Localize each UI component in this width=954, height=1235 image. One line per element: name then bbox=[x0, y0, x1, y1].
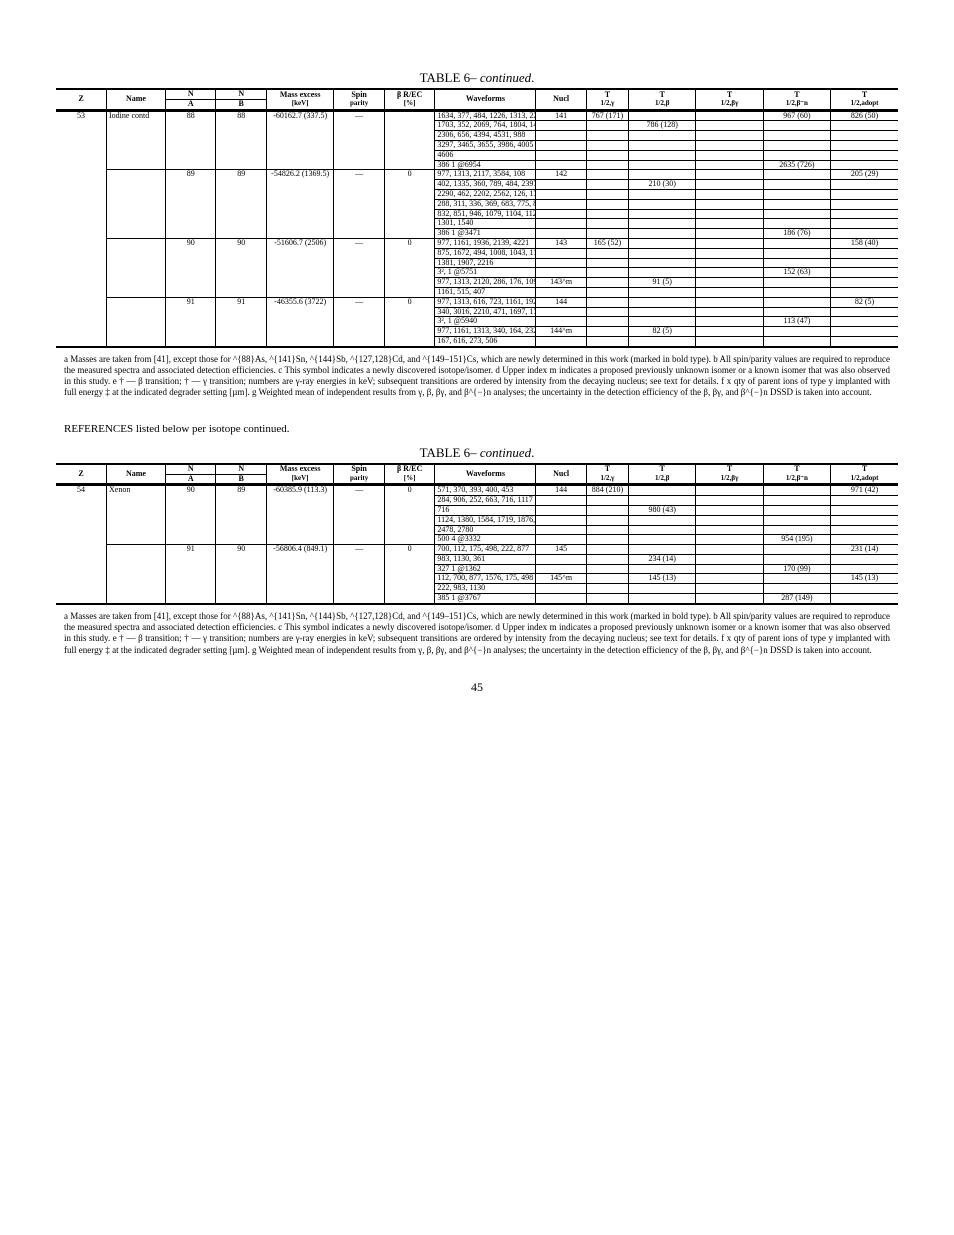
col-t3: T1/2,βγ bbox=[696, 464, 763, 485]
page-number: 45 bbox=[56, 680, 898, 695]
table-row: 9190-56806.4 (849.1)—0700, 112, 175, 498… bbox=[56, 545, 898, 555]
results-table-b: Z Name N N Mass excess[keV] Spinparity β… bbox=[56, 463, 898, 605]
col-mass: Mass excess[keV] bbox=[266, 89, 333, 110]
table-b-footnote: a Masses are taken from [41], except tho… bbox=[64, 611, 890, 656]
col-z: Z bbox=[56, 89, 107, 110]
col-na-sub: A bbox=[165, 99, 216, 110]
table-a-caption: TABLE 6– continued. bbox=[56, 70, 898, 86]
col-t2: T1/2,β bbox=[629, 89, 696, 110]
col-t2: T1/2,β bbox=[629, 464, 696, 485]
table-row: 9090-51606.7 (2506)—0977, 1161, 1936, 21… bbox=[56, 238, 898, 248]
col-nucl: Nucl bbox=[536, 464, 587, 485]
col-nb: N bbox=[216, 464, 267, 474]
col-wave: Waveforms bbox=[435, 89, 536, 110]
col-br: β R/EC[%] bbox=[384, 89, 435, 110]
table-row: 53Iodine contd8888-60162.7 (337.5)—1634,… bbox=[56, 110, 898, 121]
col-t5: T1/2,adopt bbox=[831, 89, 898, 110]
results-table-a: Z Name N N Mass excess[keV] Spinparity β… bbox=[56, 88, 898, 348]
col-na: N bbox=[165, 89, 216, 99]
col-nb-sub: B bbox=[216, 474, 267, 485]
col-t4: T1/2,β⁻n bbox=[763, 464, 830, 485]
table-a-footnote: a Masses are taken from [41], except tho… bbox=[64, 354, 890, 399]
table-a-body: 53Iodine contd8888-60162.7 (337.5)—1634,… bbox=[56, 110, 898, 347]
table-row: 54Xenon9089-60385.9 (113.3)—0571, 370, 3… bbox=[56, 485, 898, 496]
table-row: 9191-46355.6 (3722)—0977, 1313, 616, 723… bbox=[56, 297, 898, 307]
col-name: Name bbox=[107, 89, 166, 110]
col-t5: T1/2,adopt bbox=[831, 464, 898, 485]
table-row: 8989-54826.2 (1369.5)—0977, 1313, 2117, … bbox=[56, 170, 898, 180]
col-nucl: Nucl bbox=[536, 89, 587, 110]
col-mass: Mass excess[keV] bbox=[266, 464, 333, 485]
table-b-caption: TABLE 6– continued. bbox=[56, 445, 898, 461]
col-wave: Waveforms bbox=[435, 464, 536, 485]
col-t1: T1/2,γ bbox=[586, 464, 628, 485]
col-spin: Spinparity bbox=[334, 464, 385, 485]
col-name: Name bbox=[107, 464, 166, 485]
table-b-header: Z Name N N Mass excess[keV] Spinparity β… bbox=[56, 464, 898, 485]
col-t3: T1/2,βγ bbox=[696, 89, 763, 110]
col-t1: T1/2,γ bbox=[586, 89, 628, 110]
col-spin: Spinparity bbox=[334, 89, 385, 110]
page: TABLE 6– continued. Z Name N N Mass exce… bbox=[0, 0, 954, 735]
intertable-note: REFERENCES listed below per isotope cont… bbox=[64, 423, 890, 435]
col-nb: N bbox=[216, 89, 267, 99]
col-nb-sub: B bbox=[216, 99, 267, 110]
col-br: β R/EC[%] bbox=[384, 464, 435, 485]
table-b-body: 54Xenon9089-60385.9 (113.3)—0571, 370, 3… bbox=[56, 485, 898, 604]
col-na-sub: A bbox=[165, 474, 216, 485]
col-z: Z bbox=[56, 464, 107, 485]
col-t4: T1/2,β⁻n bbox=[763, 89, 830, 110]
col-na: N bbox=[165, 464, 216, 474]
table-a-header: Z Name N N Mass excess[keV] Spinparity β… bbox=[56, 89, 898, 110]
